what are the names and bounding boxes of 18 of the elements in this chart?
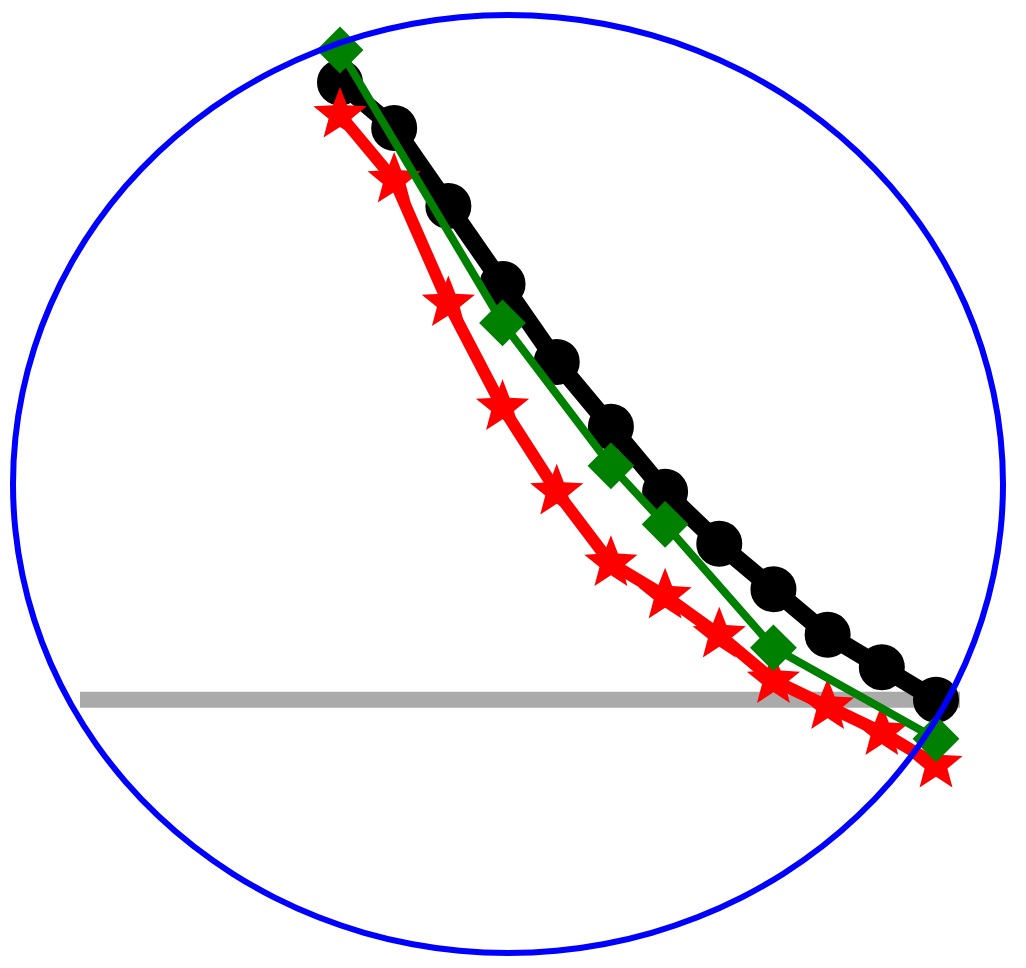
point [587,442,634,489]
point [750,624,797,671]
point [584,535,638,586]
point [638,567,692,619]
point [530,463,584,515]
point [367,151,421,203]
point [421,275,475,327]
point [858,644,905,691]
point [533,338,580,385]
point [692,606,746,658]
point [642,501,689,548]
point [479,299,526,346]
point [696,520,743,567]
point [313,86,367,138]
point [804,611,851,658]
point [587,403,634,450]
point [750,566,797,613]
point [475,379,530,431]
